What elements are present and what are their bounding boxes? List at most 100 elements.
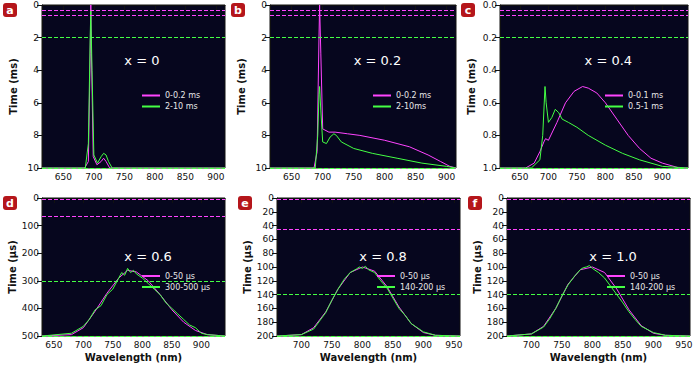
svg-text:180: 180: [487, 317, 504, 327]
svg-text:a: a: [6, 4, 13, 17]
svg-text:0-0.1 ms: 0-0.1 ms: [628, 91, 663, 100]
svg-text:140-200 μs: 140-200 μs: [400, 283, 445, 292]
svg-text:0.8: 0.8: [483, 130, 498, 140]
svg-text:x = 0.6: x = 0.6: [124, 249, 172, 264]
svg-text:0: 0: [498, 193, 504, 203]
svg-text:0-0.2 ms: 0-0.2 ms: [165, 91, 200, 100]
svg-text:140: 140: [487, 290, 504, 300]
svg-text:0.5-1 ms: 0.5-1 ms: [628, 102, 663, 111]
svg-text:160: 160: [487, 303, 504, 313]
svg-text:80: 80: [493, 248, 505, 258]
svg-text:900: 900: [645, 340, 662, 350]
svg-text:650: 650: [283, 172, 300, 182]
svg-text:Time (μs): Time (μs): [472, 240, 483, 293]
svg-text:800: 800: [376, 172, 393, 182]
svg-text:10: 10: [28, 163, 40, 173]
svg-text:750: 750: [104, 340, 121, 350]
svg-text:2: 2: [261, 33, 267, 43]
svg-text:200: 200: [257, 331, 274, 341]
svg-text:650: 650: [45, 340, 62, 350]
svg-text:800: 800: [597, 172, 614, 182]
svg-text:900: 900: [207, 172, 224, 182]
svg-text:0-50 μs: 0-50 μs: [165, 272, 195, 281]
svg-text:850: 850: [625, 172, 642, 182]
svg-text:2-10ms: 2-10ms: [396, 102, 426, 111]
svg-text:140: 140: [257, 290, 274, 300]
svg-text:650: 650: [511, 172, 528, 182]
svg-text:f: f: [473, 197, 478, 210]
svg-text:750: 750: [568, 172, 585, 182]
svg-text:Time (ms): Time (ms): [236, 58, 247, 114]
svg-text:850: 850: [384, 340, 401, 350]
svg-text:700: 700: [540, 172, 557, 182]
svg-text:Time (ms): Time (ms): [466, 58, 477, 114]
svg-text:700: 700: [85, 172, 102, 182]
svg-text:x = 0.8: x = 0.8: [359, 249, 407, 264]
svg-text:160: 160: [257, 303, 274, 313]
svg-text:500: 500: [22, 331, 39, 341]
svg-text:60: 60: [263, 234, 275, 244]
svg-text:850: 850: [407, 172, 424, 182]
svg-text:300-500 μs: 300-500 μs: [165, 283, 210, 292]
svg-text:x = 0.4: x = 0.4: [585, 53, 633, 68]
svg-text:2-10 ms: 2-10 ms: [165, 102, 198, 111]
svg-text:x = 0: x = 0: [124, 53, 159, 68]
svg-text:20: 20: [263, 207, 275, 217]
svg-text:0.4: 0.4: [483, 65, 498, 75]
svg-text:750: 750: [345, 172, 362, 182]
svg-text:900: 900: [193, 340, 210, 350]
svg-text:900: 900: [438, 172, 455, 182]
svg-text:e: e: [241, 197, 248, 210]
svg-text:80: 80: [263, 248, 275, 258]
svg-text:Wavelength (nm): Wavelength (nm): [550, 352, 647, 363]
svg-text:60: 60: [493, 234, 505, 244]
svg-text:140-200 μs: 140-200 μs: [630, 283, 675, 292]
svg-text:300: 300: [22, 276, 39, 286]
svg-text:650: 650: [55, 172, 72, 182]
svg-text:0.0: 0.0: [483, 0, 498, 10]
svg-text:4: 4: [33, 65, 39, 75]
svg-text:0: 0: [33, 0, 39, 10]
svg-text:900: 900: [654, 172, 671, 182]
svg-text:850: 850: [163, 340, 180, 350]
svg-text:6: 6: [33, 98, 39, 108]
svg-text:40: 40: [263, 221, 275, 231]
svg-text:100: 100: [487, 262, 504, 272]
svg-text:Time (ms): Time (ms): [8, 58, 19, 114]
svg-text:400: 400: [22, 303, 39, 313]
svg-text:750: 750: [553, 340, 570, 350]
svg-text:120: 120: [487, 276, 504, 286]
svg-text:0: 0: [33, 193, 39, 203]
svg-text:850: 850: [614, 340, 631, 350]
svg-text:x = 1.0: x = 1.0: [589, 249, 637, 264]
svg-text:0.2: 0.2: [483, 33, 497, 43]
svg-text:180: 180: [257, 317, 274, 327]
svg-text:950: 950: [445, 340, 462, 350]
svg-text:900: 900: [415, 340, 432, 350]
svg-text:1.0: 1.0: [483, 163, 498, 173]
svg-text:4: 4: [261, 65, 267, 75]
svg-text:100: 100: [22, 221, 39, 231]
svg-text:200: 200: [487, 331, 504, 341]
svg-text:0.6: 0.6: [483, 98, 498, 108]
svg-text:750: 750: [116, 172, 133, 182]
svg-text:8: 8: [261, 130, 267, 140]
svg-text:0: 0: [268, 193, 274, 203]
svg-text:800: 800: [584, 340, 601, 350]
svg-text:700: 700: [293, 340, 310, 350]
svg-text:800: 800: [354, 340, 371, 350]
svg-text:40: 40: [493, 221, 505, 231]
svg-text:x = 0.2: x = 0.2: [354, 53, 402, 68]
svg-text:100: 100: [257, 262, 274, 272]
svg-text:0-50 μs: 0-50 μs: [400, 272, 430, 281]
svg-text:120: 120: [257, 276, 274, 286]
svg-text:700: 700: [314, 172, 331, 182]
svg-text:850: 850: [177, 172, 194, 182]
svg-text:6: 6: [261, 98, 267, 108]
svg-text:b: b: [234, 4, 242, 17]
svg-text:700: 700: [75, 340, 92, 350]
svg-text:700: 700: [523, 340, 540, 350]
svg-text:2: 2: [33, 33, 39, 43]
svg-text:Time (μs): Time (μs): [242, 240, 253, 293]
svg-text:750: 750: [323, 340, 340, 350]
